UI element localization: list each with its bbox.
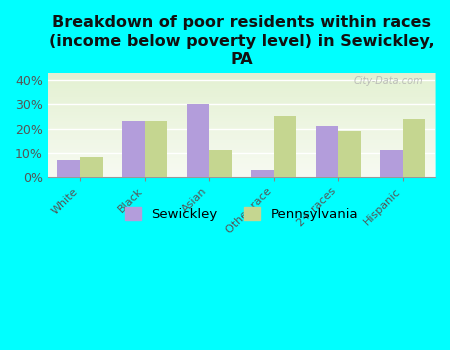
Bar [274,116,296,177]
Text: City-Data.com: City-Data.com [354,76,423,86]
Title: Breakdown of poor residents within races
(income below poverty level) in Sewickl: Breakdown of poor residents within races… [49,15,434,67]
Bar [209,150,232,177]
Bar [403,119,425,177]
Bar [122,121,144,177]
Bar [186,104,209,177]
Bar [315,126,338,177]
Bar [380,150,403,177]
Legend: Sewickley, Pennsylvania: Sewickley, Pennsylvania [125,207,358,221]
Bar [338,131,361,177]
Bar [58,160,80,177]
Bar [251,170,274,177]
Bar [144,121,167,177]
Bar [80,156,103,177]
